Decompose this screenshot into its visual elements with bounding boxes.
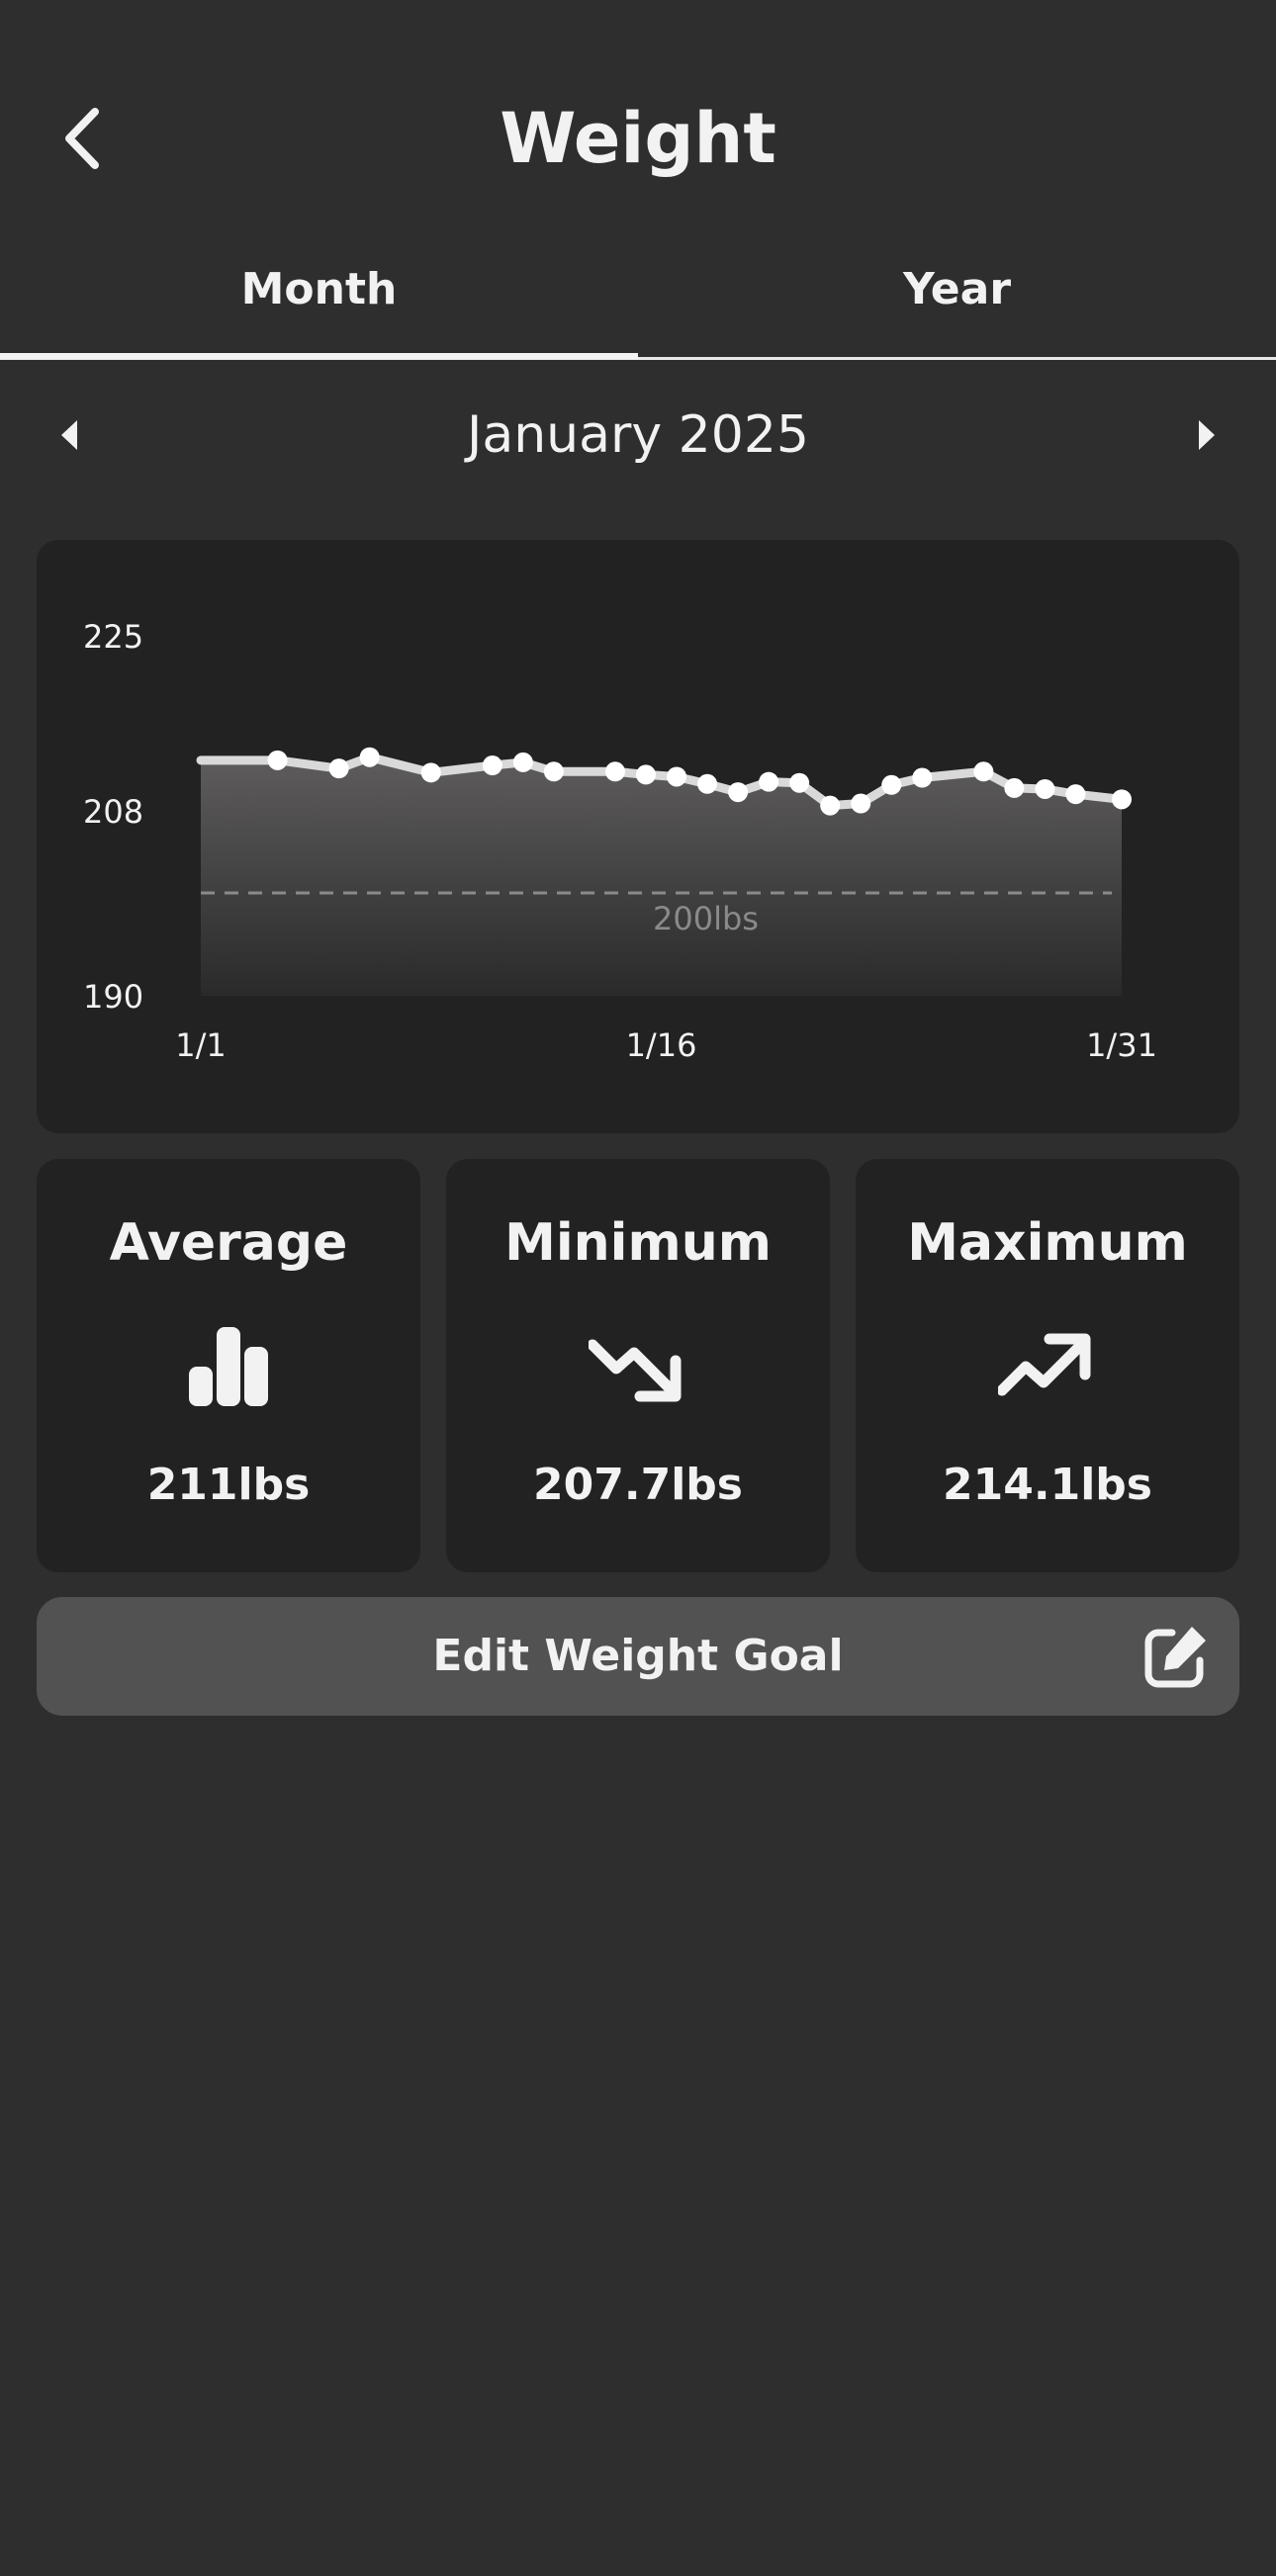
- chart-data-point: [697, 773, 718, 794]
- edit-weight-goal-label: Edit Weight Goal: [432, 1631, 844, 1681]
- average-value: 211lbs: [146, 1460, 311, 1510]
- caret-right-icon: [1199, 420, 1215, 450]
- chart-data-point: [728, 782, 749, 803]
- chevron-left-icon: [65, 108, 99, 169]
- minimum-value: 207.7lbs: [533, 1460, 743, 1510]
- x-tick-label: 1/31: [1086, 1026, 1157, 1064]
- x-tick-label: 1/16: [626, 1026, 697, 1064]
- y-tick-label: 190: [83, 978, 143, 1016]
- period-tabs: Month Year: [0, 242, 1276, 361]
- active-tab-indicator: [0, 353, 638, 359]
- weight-chart-card: 225 208 190 1/1 1/16 1/31 200lbs: [37, 540, 1239, 1133]
- chart-data-point: [1065, 784, 1086, 805]
- chart-data-point: [667, 766, 687, 787]
- chart-data-point: [267, 750, 288, 770]
- chart-data-point: [973, 761, 994, 782]
- edit-icon: [1144, 1627, 1206, 1688]
- edit-weight-goal-button[interactable]: Edit Weight Goal: [37, 1597, 1239, 1716]
- back-button[interactable]: [49, 94, 119, 183]
- tab-year[interactable]: Year: [902, 264, 1012, 314]
- y-tick-label: 208: [83, 793, 143, 831]
- chart-data-point: [912, 767, 933, 788]
- chart-data-point: [1004, 777, 1025, 798]
- chart-data-point: [359, 747, 380, 767]
- chart-data-point: [512, 752, 533, 772]
- chart-data-point: [1112, 789, 1132, 810]
- chart-data-point: [543, 761, 564, 782]
- trend-up-icon: [998, 1333, 1091, 1396]
- chart-area-fill: [201, 756, 1122, 996]
- page-title: Weight: [500, 98, 776, 179]
- goal-label: 200lbs: [653, 900, 759, 937]
- maximum-value: 214.1lbs: [943, 1460, 1152, 1510]
- maximum-card: Maximum 214.1lbs: [856, 1159, 1239, 1572]
- chart-data-point: [820, 795, 841, 816]
- chart-data-point: [759, 771, 779, 792]
- maximum-title: Maximum: [907, 1213, 1188, 1273]
- chart-data-point: [635, 764, 656, 785]
- chart-data-point: [604, 761, 625, 782]
- chart-data-point: [328, 758, 349, 779]
- next-month-button[interactable]: [1162, 391, 1251, 480]
- tab-month[interactable]: Month: [240, 264, 398, 314]
- tab-divider: [0, 357, 1276, 360]
- chart-data-point: [1035, 778, 1055, 799]
- chart-data-point: [420, 762, 441, 783]
- minimum-title: Minimum: [504, 1213, 772, 1273]
- caret-left-icon: [61, 420, 77, 450]
- previous-month-button[interactable]: [25, 391, 114, 480]
- x-tick-label: 1/1: [175, 1026, 227, 1064]
- average-title: Average: [109, 1213, 348, 1273]
- month-navigator: January 2025: [0, 391, 1276, 480]
- y-tick-label: 225: [83, 618, 143, 656]
- minimum-card: Minimum 207.7lbs: [446, 1159, 830, 1572]
- weight-chart: 225 208 190 1/1 1/16 1/31 200lbs: [83, 618, 1157, 1064]
- header: Weight: [0, 0, 1276, 227]
- bar-chart-icon: [189, 1327, 268, 1406]
- chart-data-point: [851, 793, 871, 814]
- trend-down-icon: [589, 1339, 682, 1402]
- average-card: Average 211lbs: [37, 1159, 420, 1572]
- chart-data-point: [789, 772, 810, 793]
- chart-data-point: [482, 755, 502, 776]
- month-label: January 2025: [467, 405, 809, 465]
- chart-data-point: [881, 774, 902, 795]
